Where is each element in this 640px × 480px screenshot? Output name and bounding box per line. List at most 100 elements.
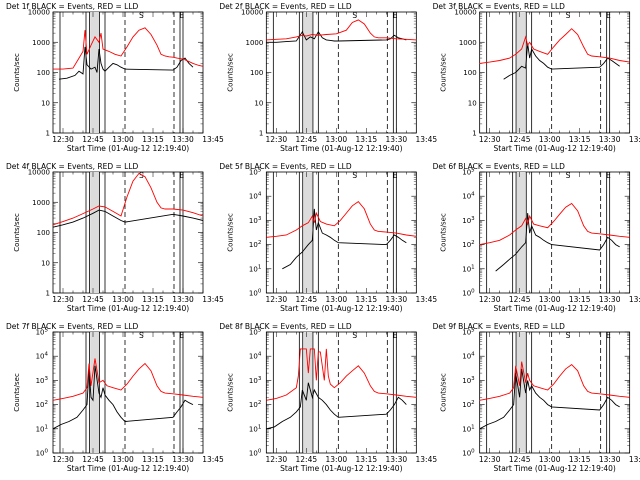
- x-tick-label: 13:30: [172, 135, 194, 144]
- y-tick-label: 103: [462, 376, 475, 385]
- y-axis-label: Counts/sec: [13, 53, 21, 92]
- start-marker: S: [566, 331, 571, 340]
- y-tick-label: 10: [254, 99, 263, 107]
- x-tick-label: 13:15: [142, 455, 164, 464]
- x-tick-label: 13:30: [599, 135, 621, 144]
- x-axis-label: Start Time (01-Aug-12 12:19:40): [67, 304, 189, 313]
- y-tick-label: 100: [36, 449, 49, 458]
- y-tick-label: 1000: [32, 39, 50, 47]
- plot-frame: [479, 171, 631, 294]
- x-tick-label: 12:45: [296, 455, 318, 464]
- panel-title: Det 3f BLACK = Events, RED = LLD: [433, 2, 566, 11]
- y-tick-label: 103: [249, 216, 262, 225]
- x-tick-label: 13:15: [356, 455, 378, 464]
- y-tick-label: 105: [249, 168, 262, 177]
- y-tick-label: 101: [249, 424, 261, 433]
- y-tick-label: 101: [36, 424, 48, 433]
- panel-det-2: Det 2f BLACK = Events, RED = LLD 1 10 100 10…: [219, 2, 437, 153]
- x-tick-label: 12:30: [266, 455, 288, 464]
- x-tick-label: 13:15: [142, 135, 164, 144]
- end-marker: E: [393, 171, 398, 180]
- x-tick-label: 13:45: [416, 455, 438, 464]
- x-axis-label: Start Time (01-Aug-12 12:19:40): [280, 464, 402, 473]
- panel-title: Det 8f BLACK = Events, RED = LLD: [219, 322, 352, 331]
- y-tick-label: 101: [249, 264, 261, 273]
- y-tick-label: 105: [36, 328, 49, 337]
- x-tick-label: 12:45: [296, 135, 318, 144]
- y-tick-label: 10: [468, 99, 477, 107]
- start-marker: S: [139, 171, 144, 180]
- end-marker: E: [606, 171, 611, 180]
- series-events: [282, 208, 407, 270]
- panel-det-5: Det 5f BLACK = Events, RED = LLD 100 101 10…: [219, 162, 437, 313]
- x-tick-label: 13:30: [172, 455, 194, 464]
- x-tick-label: 12:30: [52, 295, 74, 304]
- series-events: [52, 209, 204, 228]
- attenuator-band: [303, 332, 313, 453]
- x-tick-label: 13:45: [202, 455, 224, 464]
- y-tick-label: 100: [249, 289, 262, 298]
- x-axis-label: Start Time (01-Aug-12 12:19:40): [280, 144, 402, 153]
- series-lld: [479, 361, 630, 401]
- x-tick-label: 13:15: [569, 455, 591, 464]
- x-tick-label: 13:00: [112, 135, 134, 144]
- y-tick-label: 100: [250, 69, 263, 77]
- x-tick-label: 12:45: [82, 135, 104, 144]
- attenuator-band: [90, 12, 99, 133]
- x-tick-label: 13:45: [416, 295, 438, 304]
- y-tick-label: 1000: [32, 199, 50, 207]
- x-tick-label: 13:00: [112, 455, 134, 464]
- end-marker: E: [393, 11, 398, 20]
- start-marker: S: [566, 171, 571, 180]
- y-tick-label: 105: [462, 168, 475, 177]
- x-tick-label: 13:45: [416, 135, 438, 144]
- x-tick-label: 12:30: [479, 135, 501, 144]
- x-axis-label: Start Time (01-Aug-12 12:19:40): [493, 304, 615, 313]
- panel-det-3: Det 3f BLACK = Events, RED = LLD 1 10 100 10…: [433, 2, 640, 153]
- y-tick-label: 102: [462, 400, 474, 409]
- end-marker: E: [393, 331, 398, 340]
- x-tick-label: 13:30: [386, 135, 408, 144]
- x-tick-label: 12:45: [509, 455, 531, 464]
- series-lld: [479, 28, 630, 64]
- panel-det-1: Det 1f BLACK = Events, RED = LLD 1 10 100 10…: [6, 2, 224, 153]
- y-tick-label: 1: [46, 290, 50, 298]
- plot-frame: [52, 11, 204, 134]
- x-axis-label: Start Time (01-Aug-12 12:19:40): [67, 144, 189, 153]
- series-events: [52, 365, 194, 430]
- y-tick-label: 104: [249, 352, 262, 361]
- panel-title: Det 9f BLACK = Events, RED = LLD: [433, 322, 566, 331]
- x-tick-label: 12:45: [509, 295, 531, 304]
- attenuator-band: [516, 332, 526, 453]
- x-tick-label: 12:45: [509, 135, 531, 144]
- y-tick-label: 102: [36, 400, 48, 409]
- series-events: [266, 382, 407, 430]
- y-tick-label: 1: [472, 130, 476, 138]
- plot-frame: [52, 331, 204, 454]
- end-marker: E: [606, 331, 611, 340]
- x-tick-label: 13:00: [539, 295, 561, 304]
- y-tick-label: 102: [462, 240, 474, 249]
- y-tick-label: 103: [462, 216, 475, 225]
- attenuator-band: [90, 332, 99, 453]
- x-tick-label: 13:15: [569, 135, 591, 144]
- y-tick-label: 104: [462, 192, 475, 201]
- x-tick-label: 13:00: [326, 455, 348, 464]
- x-tick-label: 13:45: [629, 455, 640, 464]
- y-tick-label: 104: [36, 352, 49, 361]
- y-tick-label: 102: [249, 240, 261, 249]
- panel-title: Det 5f BLACK = Events, RED = LLD: [219, 162, 352, 171]
- start-marker: S: [352, 171, 357, 180]
- end-marker: E: [179, 331, 184, 340]
- panel-det-9: Det 9f BLACK = Events, RED = LLD 100 101 10…: [433, 322, 640, 473]
- y-tick-label: 10000: [241, 9, 263, 17]
- plot-frame: [479, 331, 631, 454]
- panel-det-7: Det 7f BLACK = Events, RED = LLD 100 101 10…: [6, 322, 224, 473]
- x-tick-label: 12:30: [52, 455, 74, 464]
- y-tick-label: 100: [463, 69, 476, 77]
- x-tick-label: 12:45: [82, 295, 104, 304]
- x-tick-label: 13:30: [386, 295, 408, 304]
- y-tick-label: 10: [41, 259, 50, 267]
- panel-det-8: Det 8f BLACK = Events, RED = LLD 100 101 10…: [219, 322, 437, 473]
- end-marker: E: [606, 11, 611, 20]
